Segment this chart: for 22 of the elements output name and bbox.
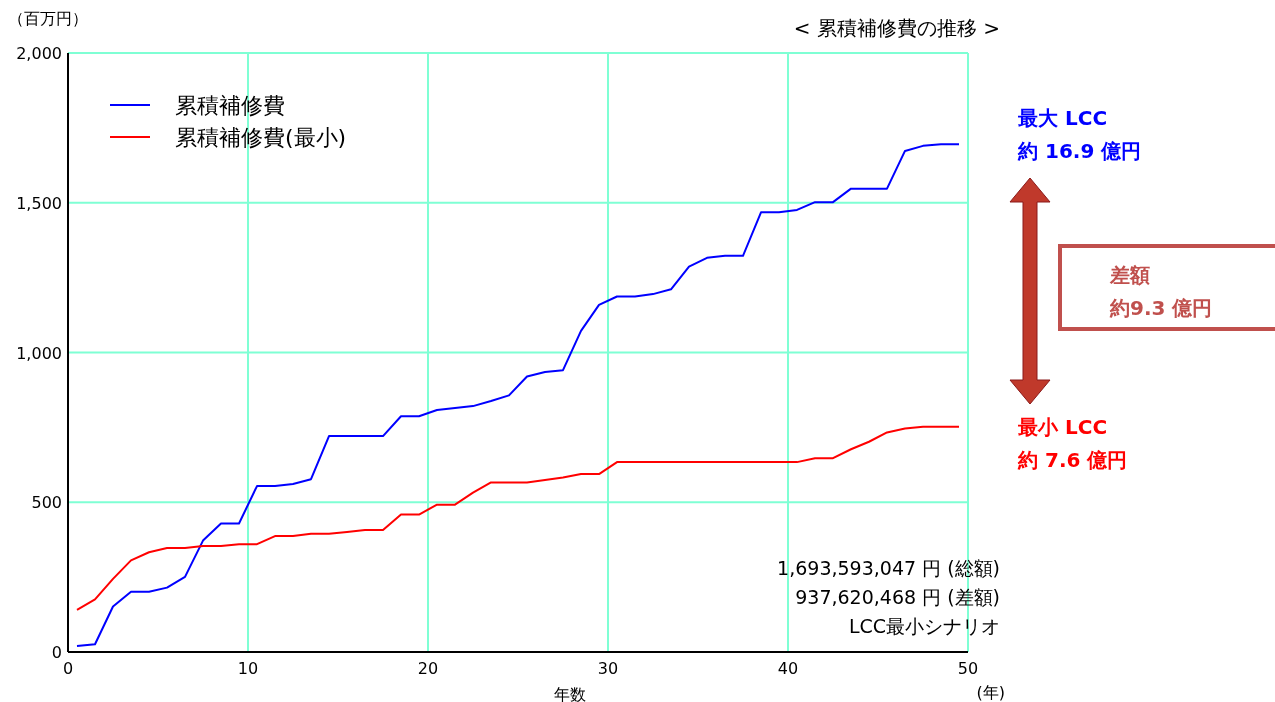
annotation: 1,693,593,047 円 (総額) 937,620,468 円 (差額) LCC最小シナリオ — [777, 557, 1000, 637]
text: 最大 LCC 約 16.9 億円 — [1017, 106, 1142, 163]
text: 約9.3 億円 — [1109, 296, 1213, 320]
y-tick-label: 0 — [51, 643, 62, 662]
x-tick-label: 10 — [237, 659, 259, 678]
y-tick-label: 2,000 — [16, 44, 62, 63]
x-axis-title: 年数 — [554, 685, 586, 702]
legend-label: 累積補修費 — [175, 93, 285, 118]
x-tick-label: 40 — [777, 659, 799, 678]
y-axis-title: （百万円） — [8, 9, 88, 28]
text: 差額 — [1109, 263, 1150, 287]
x-tick-label: 50 — [957, 659, 979, 678]
chart-title: < 累積補修費の推移 > — [793, 16, 1000, 40]
y-tick-label: 1,000 — [16, 343, 62, 363]
text: 最小 LCC 約 7.6 億円 — [1017, 415, 1128, 472]
x-tick-label: 20 — [417, 659, 439, 678]
text: (年) — [976, 683, 1005, 702]
y-tick-label: 1,500 — [16, 193, 62, 213]
legend-label: 累積補修費(最小) — [175, 125, 347, 150]
y-tick-label: 500 — [31, 493, 62, 513]
x-tick-label: 30 — [597, 659, 619, 678]
x-tick-label: 0 — [62, 659, 74, 678]
